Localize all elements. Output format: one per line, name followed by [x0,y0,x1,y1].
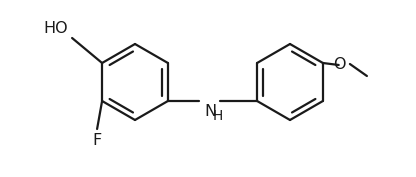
Text: HO: HO [43,21,68,36]
Text: N: N [204,104,217,119]
Text: H: H [213,109,223,123]
Text: F: F [92,133,102,148]
Text: O: O [333,56,345,72]
